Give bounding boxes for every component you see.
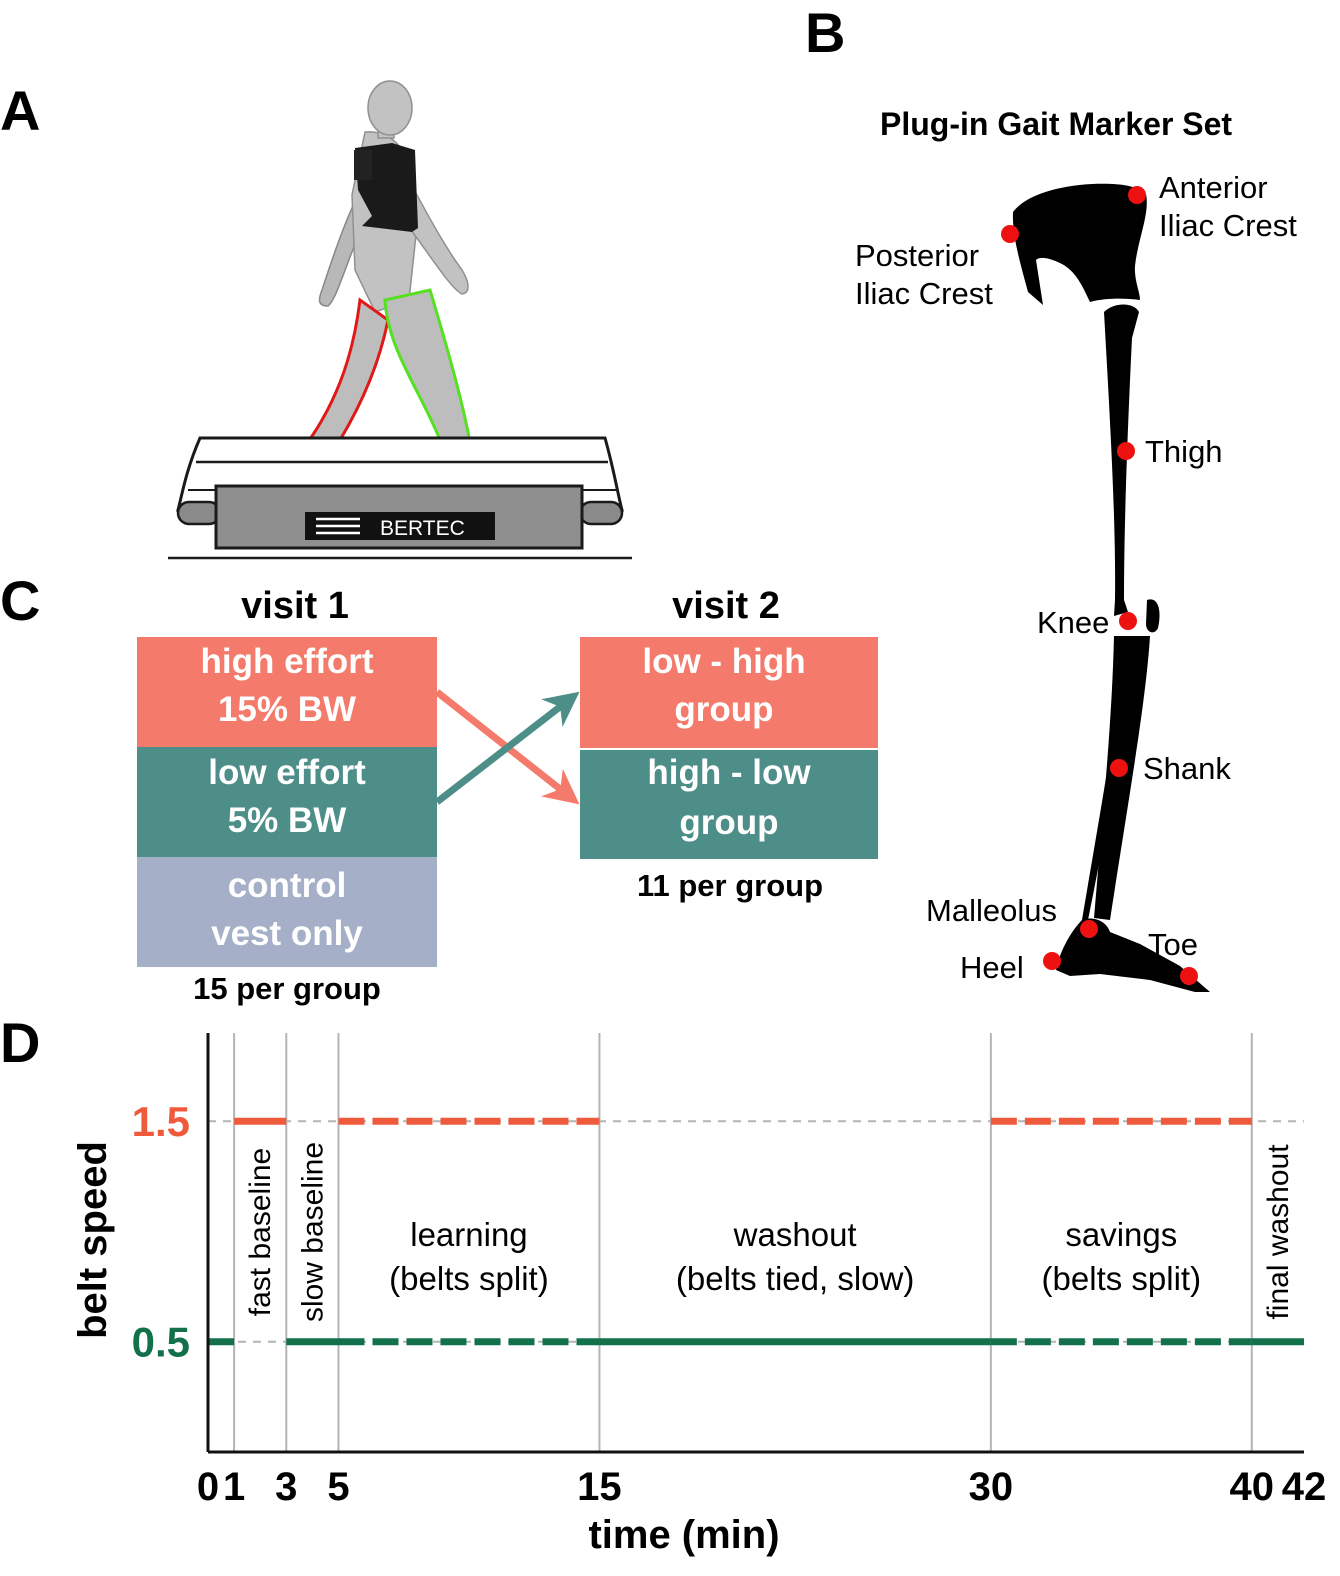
phase-label-2-line1: learning [410, 1216, 527, 1253]
treadmill: BERTEC [168, 436, 632, 560]
tibia-bone [1094, 636, 1150, 920]
x-tick-5: 30 [969, 1465, 1014, 1509]
panel-label-c: C [0, 569, 40, 632]
low-effort-line2: 5% BW [228, 801, 347, 840]
x-tick-6: 40 [1230, 1465, 1275, 1509]
y-tick-0: 1.5 [132, 1098, 190, 1145]
label-anterior-1: Anterior [1159, 170, 1268, 205]
high-effort-box [137, 637, 437, 747]
marker-heel [1043, 952, 1061, 970]
label-toe: Toe [1148, 927, 1198, 962]
marker-knee [1119, 612, 1137, 630]
low-high-line2: group [674, 690, 773, 729]
x-tick-4: 15 [577, 1465, 622, 1509]
x-axis-label: time (min) [588, 1513, 779, 1557]
y-tick-1: 0.5 [132, 1319, 190, 1366]
label-thigh: Thigh [1145, 434, 1223, 469]
high-effort-line2: 15% BW [218, 690, 356, 729]
femur-bone [1104, 304, 1139, 616]
head [367, 80, 413, 136]
leg-skeleton [1012, 183, 1210, 992]
label-posterior-1: Posterior [855, 238, 979, 273]
visit2-groups: low - high group high - low group 11 per… [580, 637, 878, 903]
y-axis-label: belt speed [71, 1141, 115, 1339]
visit1-title: visit 1 [241, 585, 349, 627]
phase-label-4-line2: (belts split) [1042, 1260, 1202, 1297]
visit1-footer: 15 per group [193, 971, 381, 1006]
panel-label-b: B [805, 1, 845, 64]
label-posterior-2: Iliac Crest [855, 276, 993, 311]
low-to-lowhigh-arrow [434, 691, 580, 805]
visit2-title: visit 2 [672, 585, 780, 627]
marker-toe [1180, 967, 1198, 985]
marker-labels: Anterior Iliac Crest Posterior Iliac Cre… [855, 170, 1297, 985]
phase-label-2-line2: (belts split) [389, 1260, 549, 1297]
belt-speed-chart: fast baseline slow baseline learning (belts… [71, 1033, 1326, 1557]
markers [1001, 186, 1198, 985]
x-tick-3: 5 [327, 1465, 349, 1509]
pelvis-bone [1012, 183, 1147, 305]
panel-label-a: A [0, 79, 40, 142]
label-anterior-2: Iliac Crest [1159, 208, 1297, 243]
high-low-box [580, 749, 878, 859]
low-high-box [580, 637, 878, 749]
walker-illustration [297, 80, 504, 470]
label-heel: Heel [960, 950, 1024, 985]
low-effort-box [137, 747, 437, 857]
x-tick-0: 0 [197, 1465, 219, 1509]
treadmill-brand: BERTEC [380, 517, 465, 540]
phase-label-4-line1: savings [1065, 1216, 1177, 1253]
phase-label-5: final washout [1262, 1144, 1295, 1320]
marker-malleolus [1080, 920, 1098, 938]
panel-label-d: D [0, 1011, 40, 1074]
control-box [137, 857, 437, 967]
phase-label-3-line1: washout [733, 1216, 857, 1253]
bertec-logo-icon [316, 517, 360, 535]
marker-set-title: Plug-in Gait Marker Set [880, 106, 1232, 142]
high-effort-line1: high effort [200, 642, 373, 681]
label-knee: Knee [1037, 605, 1109, 640]
visit2-footer: 11 per group [637, 868, 823, 903]
control-line2: vest only [211, 914, 363, 953]
control-line1: control [228, 866, 347, 905]
marker-thigh [1117, 442, 1135, 460]
high-low-line1: high - low [647, 753, 811, 792]
low-high-line1: low - high [642, 642, 805, 681]
label-malleolus: Malleolus [926, 893, 1057, 928]
phase-label-1: slow baseline [296, 1142, 329, 1322]
marker-anterior-iliac-crest [1128, 186, 1146, 204]
label-shank: Shank [1143, 751, 1231, 786]
visit1-groups: high effort 15% BW low effort 5% BW cont… [137, 637, 437, 1006]
phase-label-0: fast baseline [244, 1148, 277, 1316]
high-low-line2: group [679, 803, 778, 842]
x-tick-2: 3 [275, 1465, 297, 1509]
foot-bones [1056, 918, 1210, 992]
x-tick-1: 1 [223, 1465, 245, 1509]
patella-bone [1146, 599, 1160, 633]
fibula-bone [1082, 660, 1130, 920]
x-tick-7: 42 [1282, 1465, 1327, 1509]
low-effort-line1: low effort [208, 753, 366, 792]
marker-posterior-iliac-crest [1001, 225, 1019, 243]
phase-label-3-line2: (belts tied, slow) [676, 1260, 914, 1297]
marker-shank [1110, 759, 1128, 777]
